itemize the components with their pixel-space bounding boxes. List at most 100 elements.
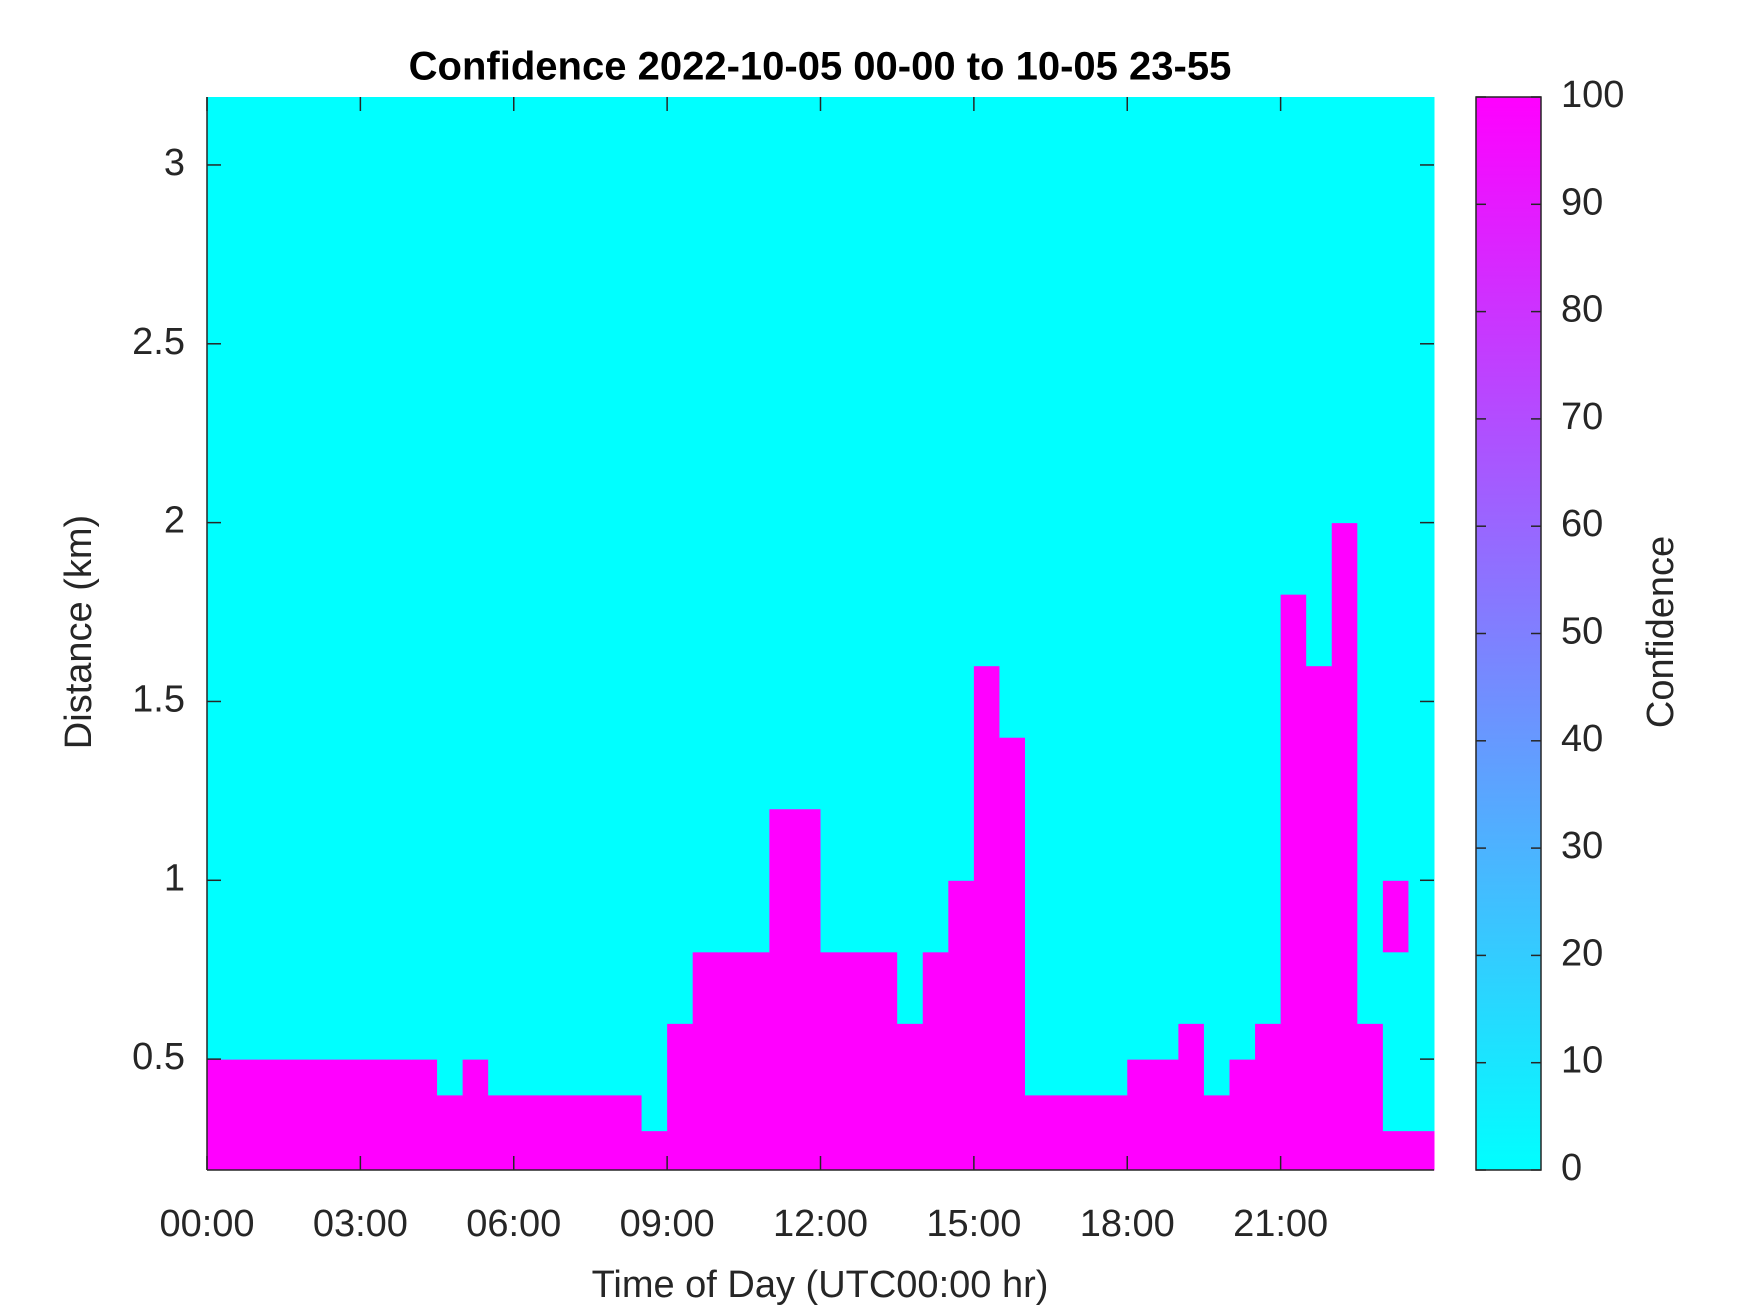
heatmap-cell bbox=[385, 1130, 412, 1171]
heatmap-cell bbox=[667, 737, 694, 810]
heatmap-cell bbox=[1382, 1059, 1409, 1096]
heatmap-cell bbox=[232, 379, 259, 524]
x-axis-label: Time of Day (UTC00:00 hr) bbox=[592, 1264, 1049, 1306]
heatmap-cell bbox=[1127, 1130, 1154, 1171]
heatmap-cell bbox=[1127, 594, 1154, 667]
heatmap-cell bbox=[1382, 737, 1409, 810]
heatmap-cell bbox=[1357, 594, 1384, 667]
heatmap-cell bbox=[667, 880, 694, 953]
heatmap-cell bbox=[1127, 1094, 1154, 1132]
heatmap-cell bbox=[1050, 1059, 1077, 1096]
heatmap-cell bbox=[1050, 880, 1077, 953]
heatmap-cell bbox=[309, 1059, 336, 1096]
heatmap-cell bbox=[488, 522, 515, 595]
heatmap-cell bbox=[1280, 97, 1307, 237]
heatmap-cell bbox=[283, 665, 310, 738]
heatmap-cell bbox=[1152, 522, 1179, 595]
heatmap-cell bbox=[232, 594, 259, 667]
heatmap-cell bbox=[385, 737, 412, 810]
heatmap-cell bbox=[437, 1023, 464, 1060]
heatmap-cell bbox=[743, 379, 770, 524]
heatmap-cell bbox=[1050, 236, 1077, 381]
colorbar bbox=[1475, 96, 1542, 1171]
heatmap-cell bbox=[616, 951, 643, 1024]
heatmap-cell bbox=[820, 1130, 847, 1171]
heatmap-cell bbox=[1203, 737, 1230, 810]
heatmap-cell bbox=[1152, 1023, 1179, 1060]
heatmap-cell bbox=[334, 522, 361, 595]
heatmap-cell bbox=[1076, 1059, 1103, 1096]
heatmap-cell bbox=[411, 1023, 438, 1060]
heatmap-cell bbox=[360, 737, 387, 810]
heatmap-cell bbox=[692, 522, 719, 595]
heatmap-cell bbox=[820, 1094, 847, 1132]
heatmap-cell bbox=[411, 1059, 438, 1096]
heatmap-cell bbox=[1255, 379, 1282, 524]
heatmap-cell bbox=[232, 1130, 259, 1171]
heatmap-cell bbox=[1408, 737, 1435, 810]
heatmap-cell bbox=[871, 1094, 898, 1132]
heatmap-cell bbox=[360, 1130, 387, 1171]
heatmap-cell bbox=[283, 1094, 310, 1132]
heatmap-cell bbox=[692, 665, 719, 738]
heatmap-cell bbox=[1025, 951, 1052, 1024]
heatmap-cell bbox=[232, 951, 259, 1024]
heatmap-cell bbox=[1101, 1059, 1128, 1096]
heatmap-cell bbox=[283, 236, 310, 381]
heatmap-cell bbox=[462, 880, 489, 953]
heatmap-cell bbox=[334, 1059, 361, 1096]
heatmap-cell bbox=[846, 951, 873, 1024]
heatmap-cell bbox=[258, 1059, 285, 1096]
colorbar-tick-label: 40 bbox=[1561, 718, 1603, 760]
heatmap-cell bbox=[1255, 665, 1282, 738]
heatmap-cell bbox=[948, 665, 975, 738]
heatmap-cell bbox=[1331, 236, 1358, 381]
heatmap-cell bbox=[820, 737, 847, 810]
chart-title: Confidence 2022-10-05 00-00 to 10-05 23-… bbox=[409, 45, 1232, 89]
heatmap-cell bbox=[1203, 1023, 1230, 1060]
heatmap-cell bbox=[411, 1130, 438, 1171]
colorbar-tick-label: 70 bbox=[1561, 396, 1603, 438]
heatmap-cell bbox=[794, 1059, 821, 1096]
heatmap-cell bbox=[769, 808, 796, 881]
heatmap-cell bbox=[488, 1094, 515, 1132]
heatmap-cell bbox=[743, 1130, 770, 1171]
heatmap-cell bbox=[1050, 951, 1077, 1024]
heatmap-cell bbox=[718, 594, 745, 667]
heatmap-cell bbox=[692, 1023, 719, 1060]
heatmap-cell bbox=[1357, 522, 1384, 595]
heatmap-cell bbox=[411, 522, 438, 595]
heatmap-cell bbox=[999, 522, 1026, 595]
heatmap-cell bbox=[1229, 594, 1256, 667]
heatmap-cell bbox=[1331, 808, 1358, 881]
heatmap-cell bbox=[718, 522, 745, 595]
heatmap-cell bbox=[1025, 379, 1052, 524]
heatmap-cell bbox=[1408, 236, 1435, 381]
heatmap-cell bbox=[590, 1059, 617, 1096]
heatmap-cell bbox=[1331, 97, 1358, 237]
heatmap-cell bbox=[488, 1023, 515, 1060]
heatmap-cell bbox=[922, 951, 949, 1024]
heatmap-cell bbox=[1050, 1094, 1077, 1132]
heatmap-cell bbox=[488, 880, 515, 953]
heatmap-cell bbox=[667, 522, 694, 595]
heatmap-cell bbox=[820, 808, 847, 881]
heatmap-cell bbox=[1357, 808, 1384, 881]
heatmap-cell bbox=[769, 236, 796, 381]
heatmap-cell bbox=[999, 951, 1026, 1024]
heatmap-cell bbox=[1382, 97, 1409, 237]
heatmap-cell bbox=[360, 1023, 387, 1060]
heatmap-cell bbox=[948, 1023, 975, 1060]
heatmap-cell bbox=[1255, 594, 1282, 667]
heatmap-cell bbox=[820, 951, 847, 1024]
heatmap-cell bbox=[258, 594, 285, 667]
heatmap-cell bbox=[309, 594, 336, 667]
heatmap-cell bbox=[1255, 737, 1282, 810]
heatmap-cell bbox=[1152, 1059, 1179, 1096]
heatmap-cell bbox=[232, 522, 259, 595]
heatmap-cell bbox=[207, 97, 234, 237]
heatmap-cell bbox=[948, 737, 975, 810]
heatmap-cell bbox=[1152, 951, 1179, 1024]
heatmap-cell bbox=[846, 1130, 873, 1171]
heatmap-cell bbox=[1127, 1023, 1154, 1060]
